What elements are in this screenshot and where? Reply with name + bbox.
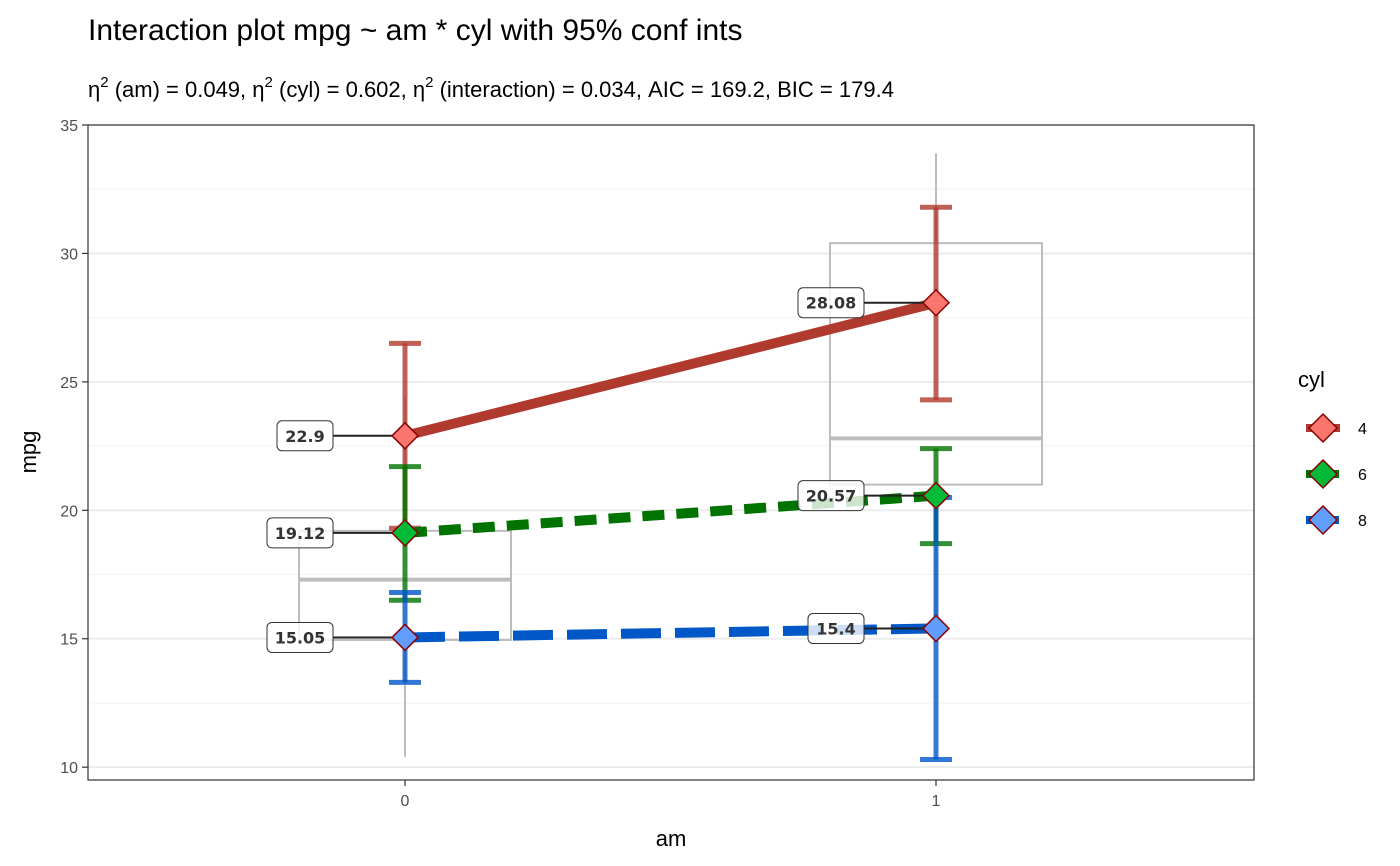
subtitle-eta-2: η: [252, 77, 264, 102]
point-marker-4: [921, 288, 951, 317]
series: 22.9 28.08 19.12 20.57 15.05 15.4: [266, 204, 952, 762]
grid-lines: [88, 124, 1254, 769]
legend-title: cyl: [1298, 367, 1325, 392]
point-marker-8: [921, 614, 951, 643]
data-label: 15.4: [816, 619, 855, 638]
data-label: 28.08: [806, 294, 857, 313]
subtitle-sup-3: 2: [425, 74, 433, 91]
subtitle-part-1: (am) = 0.049,: [109, 77, 253, 102]
data-label: 20.57: [806, 487, 857, 506]
y-tick-label: 10: [60, 760, 78, 777]
x-axis-title: am: [656, 826, 687, 851]
subtitle-sup-1: 2: [100, 74, 108, 91]
legend-key-marker-6: [1307, 458, 1339, 490]
y-tick-label: 30: [60, 246, 78, 263]
point-marker-8: [390, 623, 420, 652]
data-label-box: [807, 612, 865, 644]
x-tick-label: 0: [401, 793, 410, 810]
data-label-box: [276, 420, 334, 452]
chart-title: Interaction plot mpg ~ am * cyl with 95%…: [88, 14, 742, 47]
data-label: 22.9: [285, 427, 324, 446]
axes: 10 15 20 25 30 35 0 1: [60, 118, 940, 810]
boxplots: [298, 153, 1043, 757]
x-tick-label: 1: [932, 793, 941, 810]
legend-label-8: 8: [1358, 513, 1367, 530]
chart-subtitle: η2 (am) = 0.049, η2 (cyl) = 0.602, η2 (i…: [88, 74, 894, 102]
subtitle-eta-3: η: [413, 77, 425, 102]
y-tick-label: 15: [60, 632, 78, 649]
y-tick-label: 35: [60, 118, 78, 135]
y-tick-label: 20: [60, 503, 78, 520]
data-label: 19.12: [275, 524, 326, 543]
subtitle-sup-2: 2: [265, 74, 273, 91]
legend-label-4: 4: [1358, 421, 1367, 438]
series-line-4: [403, 297, 938, 441]
legend-key-marker-8: [1307, 504, 1339, 536]
point-marker-6: [921, 481, 951, 510]
y-tick-label: 25: [60, 375, 78, 392]
y-axis-title: mpg: [16, 431, 41, 474]
legend: cyl 4 6 8: [1298, 367, 1367, 536]
data-label: 15.05: [275, 628, 326, 647]
data-label-box: [266, 621, 334, 653]
legend-label-6: 6: [1358, 467, 1367, 484]
point-marker-4: [390, 421, 420, 450]
data-label-box: [797, 480, 865, 512]
subtitle-part-2: (cyl) = 0.602,: [273, 77, 413, 102]
legend-key-marker-4: [1307, 412, 1339, 444]
point-marker-6: [390, 518, 420, 547]
data-label-box: [797, 287, 865, 319]
subtitle-part-3: (interaction) = 0.034, AIC = 169.2, BIC …: [433, 77, 893, 102]
data-label-box: [266, 517, 334, 549]
plot-panel-border: [87, 124, 1255, 781]
subtitle-eta-1: η: [88, 77, 100, 102]
